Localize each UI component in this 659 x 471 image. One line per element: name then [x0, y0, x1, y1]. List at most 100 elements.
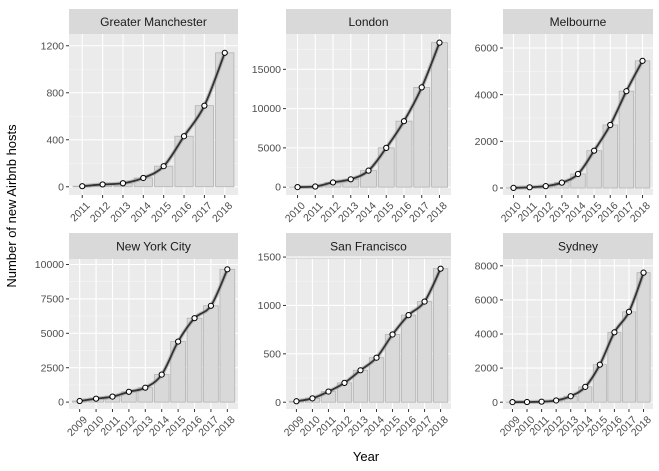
- data-point: [422, 299, 427, 304]
- facet-panel: London0500010000150002010201120122013201…: [252, 9, 451, 225]
- y-tick-label: 2000: [475, 363, 499, 375]
- data-point: [539, 399, 544, 404]
- data-point: [366, 168, 371, 173]
- data-point: [527, 185, 532, 190]
- y-tick-label: 0: [492, 183, 498, 195]
- data-point: [640, 58, 645, 63]
- y-tick-label: 0: [58, 397, 64, 409]
- facet-panel: Melbourne0200040006000201020112012201320…: [475, 9, 653, 225]
- y-tick-label: 1500: [258, 252, 282, 264]
- y-tick-label: 0: [492, 397, 498, 409]
- x-tick-label: 2015: [149, 200, 174, 225]
- data-point: [181, 134, 186, 139]
- y-tick-label: 0: [58, 181, 64, 193]
- x-tick-label: 2016: [169, 200, 194, 225]
- data-point: [641, 270, 646, 275]
- bar: [431, 43, 447, 188]
- data-point: [225, 267, 230, 272]
- data-point: [374, 355, 379, 360]
- y-tick-label: 6000: [475, 295, 499, 307]
- y-axis-title: Number of new Airbnb hosts: [4, 124, 19, 288]
- data-point: [348, 177, 353, 182]
- x-tick-label: 2014: [129, 200, 154, 225]
- data-point: [192, 316, 197, 321]
- data-point: [342, 380, 347, 385]
- data-point: [583, 384, 588, 389]
- x-tick-label: 2018: [425, 200, 450, 225]
- data-point: [626, 309, 631, 314]
- data-point: [313, 184, 318, 189]
- data-point: [401, 119, 406, 124]
- data-point: [126, 389, 131, 394]
- data-point: [406, 313, 411, 318]
- data-point: [310, 396, 315, 401]
- y-tick-label: 10000: [252, 103, 281, 115]
- data-point: [568, 394, 573, 399]
- facet-title: Sydney: [558, 240, 598, 254]
- data-point: [438, 266, 443, 271]
- y-tick-label: 0: [275, 182, 281, 194]
- data-point: [295, 185, 300, 190]
- x-tick-label: 2012: [88, 200, 113, 225]
- data-point: [419, 85, 424, 90]
- data-point: [597, 362, 602, 367]
- bar: [220, 269, 235, 402]
- facet-title: Melbourne: [550, 15, 607, 29]
- data-point: [110, 394, 115, 399]
- y-tick-label: 800: [46, 87, 64, 99]
- data-point: [159, 372, 164, 377]
- y-tick-label: 1000: [258, 300, 282, 312]
- y-tick-label: 0: [275, 397, 281, 409]
- y-tick-label: 2500: [41, 362, 65, 374]
- data-point: [524, 399, 529, 404]
- x-tick-label: 2017: [190, 200, 215, 225]
- facet-title: London: [348, 15, 388, 29]
- data-point: [294, 399, 299, 404]
- y-tick-label: 4000: [475, 329, 499, 341]
- facet-panel: San Francisco050010001500200920102011201…: [258, 233, 451, 439]
- data-point: [384, 145, 389, 150]
- y-tick-label: 2000: [475, 136, 499, 148]
- y-tick-label: 15000: [252, 64, 281, 76]
- bar: [187, 318, 202, 402]
- facet-panel: Sydney0200040006000800020092010201120122…: [475, 233, 654, 439]
- facet-title: New York City: [116, 240, 191, 254]
- y-tick-label: 5000: [41, 328, 65, 340]
- facet-title: San Francisco: [330, 240, 407, 254]
- y-tick-label: 400: [46, 134, 64, 146]
- data-point: [559, 180, 564, 185]
- data-point: [612, 330, 617, 335]
- facet-title: Greater Manchester: [100, 15, 207, 29]
- data-point: [390, 332, 395, 337]
- data-point: [93, 396, 98, 401]
- y-tick-label: 5000: [258, 142, 282, 154]
- data-point: [554, 398, 559, 403]
- data-point: [608, 122, 613, 127]
- data-point: [575, 171, 580, 176]
- y-tick-label: 7500: [41, 294, 65, 306]
- bar: [401, 315, 415, 402]
- facet-panel: New York City025005000750010000200920102…: [35, 233, 238, 439]
- bar: [635, 61, 650, 188]
- bar: [622, 312, 635, 402]
- x-tick-label: 2011: [68, 200, 93, 225]
- data-point: [510, 399, 515, 404]
- data-point: [326, 389, 331, 394]
- facet-panel: Greater Manchester0400800120020112012201…: [41, 9, 238, 225]
- bar: [417, 302, 431, 403]
- data-point: [330, 180, 335, 185]
- y-tick-label: 6000: [475, 43, 499, 55]
- y-tick-label: 8000: [475, 260, 499, 272]
- data-point: [141, 175, 146, 180]
- data-point: [592, 148, 597, 153]
- x-tick-label: 2013: [108, 200, 133, 225]
- data-point: [222, 50, 227, 55]
- bar: [637, 273, 650, 403]
- data-point: [208, 303, 213, 308]
- data-point: [143, 385, 148, 390]
- y-tick-label: 4000: [475, 89, 499, 101]
- data-point: [511, 185, 516, 190]
- data-point: [202, 103, 207, 108]
